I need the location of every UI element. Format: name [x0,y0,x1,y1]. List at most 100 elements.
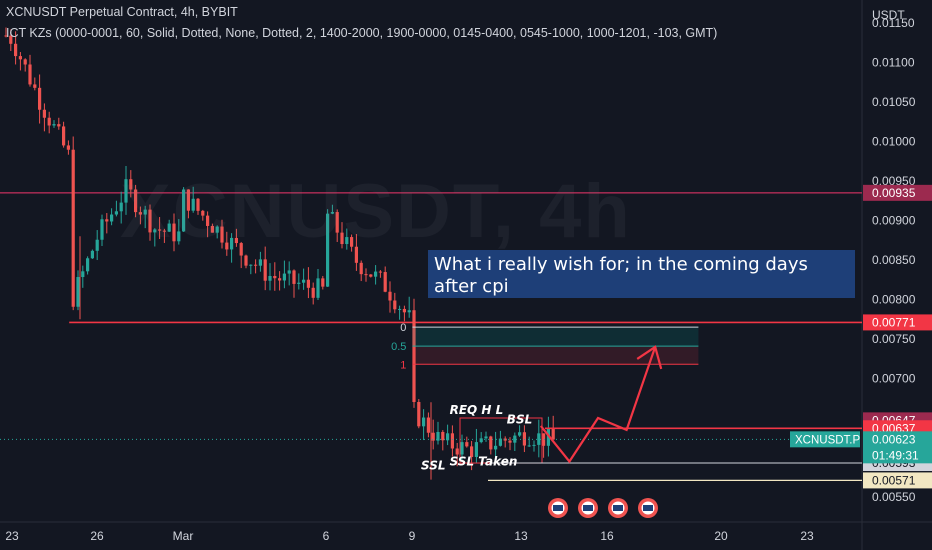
candle-body [186,189,190,211]
candle-body [158,229,162,231]
candle-body [220,226,224,243]
current-price-label: 0.00623 [872,432,916,446]
current-price-bg [863,431,932,464]
candle-body [167,223,171,232]
candle-body [378,271,382,273]
time-tick-label: 20 [714,529,728,543]
candle-body [292,270,296,284]
candle-body [273,275,277,279]
price-label-text: 0.00935 [872,186,916,200]
candle-body [465,442,469,447]
chart-watermark: XCNUSDT, 4h [120,169,632,254]
economic-event-flag [613,505,623,511]
candle-body [215,226,219,233]
time-tick-label: 26 [90,529,104,543]
price-tick-label: 0.01100 [872,56,915,70]
fib-level-label: 1 [400,359,406,371]
candle-body [52,124,56,126]
candle-body [33,84,37,88]
candle-body [383,272,387,292]
candle-body [340,232,344,245]
candle-body [537,433,541,445]
candle-body [278,278,282,281]
candle-body [321,278,325,287]
economic-event-flag [643,505,653,511]
time-tick-label: Mar [173,529,194,543]
candle-body [206,215,210,226]
candle-body [494,445,498,450]
candle-body [66,145,70,150]
price-tick-label: 0.01050 [872,95,916,109]
candle-body [417,402,421,427]
price-tick-label: 0.01150 [872,16,915,30]
time-tick-label: 13 [514,529,528,543]
candle-body [316,278,320,298]
price-tick-label: 0.01000 [872,135,916,149]
fib-zone-lower [412,346,699,365]
time-tick-label: 23 [800,529,814,543]
candle-body [9,35,13,44]
candle-body [268,275,272,281]
symbol-tag-bg [790,431,860,448]
annotation-callout[interactable]: What i really wish for; in the coming da… [428,250,855,298]
price-label-bg [863,184,932,201]
candle-body [234,237,238,244]
candle-body [57,124,61,127]
candle-body [244,255,248,266]
candle-body [498,438,502,446]
candle-body [398,308,402,310]
candle-body [134,189,138,213]
candle-body [330,212,334,214]
candle-body [42,109,46,118]
candle-body [47,117,51,126]
fib-level-label: 0 [400,322,406,334]
price-axis-currency: USDT [872,8,905,22]
candle-body [446,433,450,441]
candle-body [441,431,445,441]
price-tick-label: 0.00700 [872,372,916,386]
candle-body [62,126,66,146]
candle-body [143,209,147,215]
candle-body [508,440,512,443]
candle-body [470,446,474,457]
candle-body [484,436,488,439]
candle-body [407,310,411,313]
chart-annotation: REQ H L [450,403,504,417]
symbol-legend[interactable]: XCNUSDT Perpetual Contract, 4h, BYBIT [6,5,238,19]
candle-body [479,438,483,443]
candle-body [177,231,181,242]
candle-body [201,210,205,216]
candle-body [306,279,310,288]
economic-event-flag [553,505,563,511]
candle-body [191,198,195,211]
symbol-tag: XCNUSDT.P [795,434,861,446]
candle-body [393,300,397,310]
candle-body [345,237,349,245]
candle-body [114,211,118,215]
indicator-legend[interactable]: ICT KZs (0000-0001, 60, Solid, Dotted, N… [6,26,718,40]
projection-arrowhead [636,345,663,370]
time-tick-label: 6 [323,529,330,543]
candle-body [230,237,234,250]
candle-body [436,431,440,441]
candle-body [71,149,75,307]
candle-body [532,444,536,446]
candle-body [76,277,80,307]
candle-body [350,237,354,247]
candle-body [182,189,186,232]
candle-body [546,428,550,446]
candle-body [335,212,339,233]
price-tick-label: 0.00900 [872,214,916,228]
candle-body [162,230,166,232]
candle-body [148,209,152,233]
candle-body [258,259,262,266]
candle-body [527,445,531,447]
candle-body [196,198,200,211]
price-tick-label: 0.00750 [872,332,916,346]
candle-body [388,291,392,301]
bar-countdown-label: 01:49:31 [872,448,919,462]
price-label-text: 0.00571 [872,473,916,487]
candle-body [86,258,90,272]
candle-body [23,59,27,65]
candle-body [90,250,94,259]
